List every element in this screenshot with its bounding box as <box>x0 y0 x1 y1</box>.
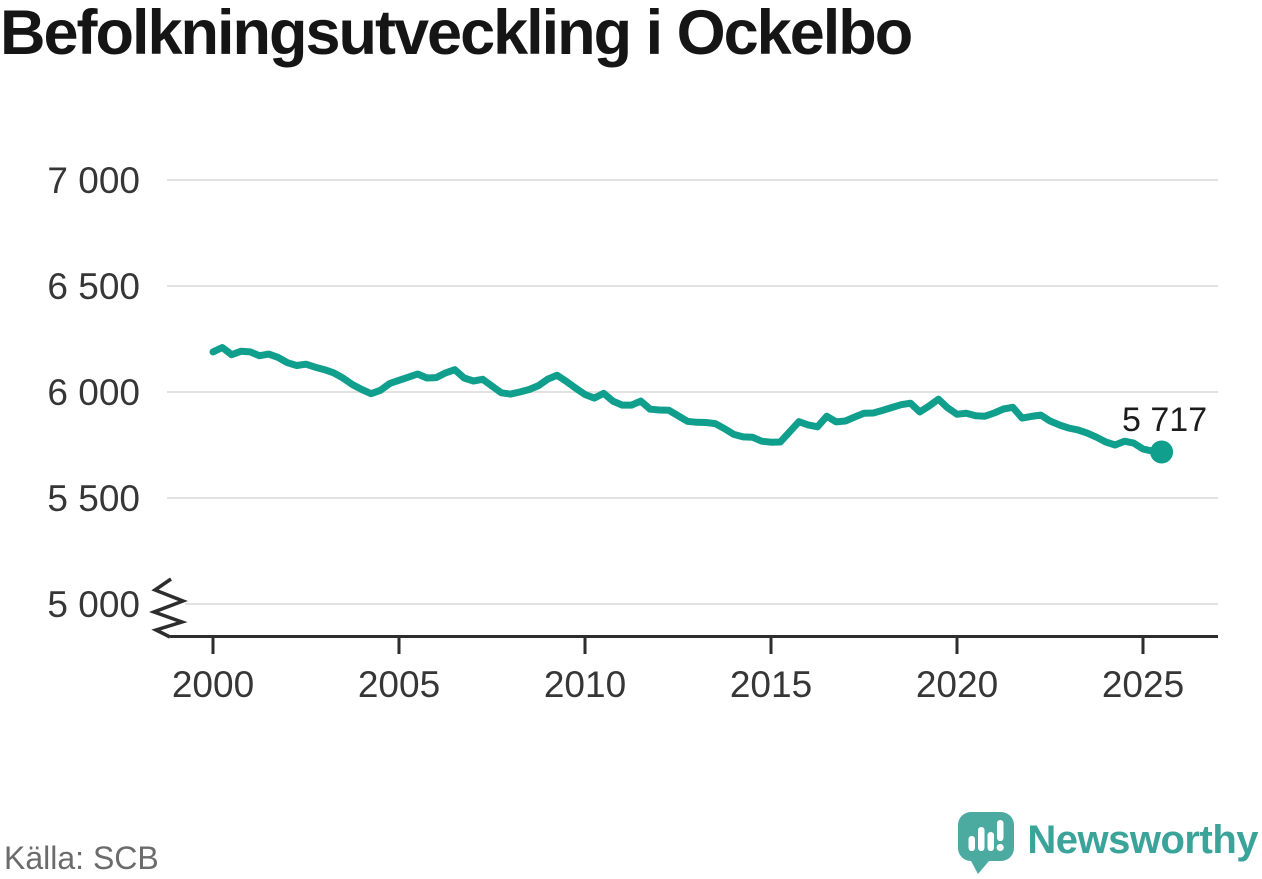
y-axis-break-icon <box>148 577 188 639</box>
y-tick-label-6000: 6 000 <box>47 372 140 413</box>
newsworthy-logo: Newsworthy <box>958 812 1258 874</box>
x-tick-label-2015: 2015 <box>730 664 812 705</box>
y-tick-label-7000: 7 000 <box>47 160 140 201</box>
newsworthy-icon <box>958 812 1015 874</box>
x-axis-ticks <box>211 638 1145 654</box>
x-tick-label-2020: 2020 <box>916 664 998 705</box>
x-tick-label-2005: 2005 <box>358 664 440 705</box>
y-tick-label-6500: 6 500 <box>47 266 140 307</box>
chart-title: Befolkningsutveckling i Ockelbo <box>0 0 913 68</box>
population-line <box>209 344 1166 456</box>
gridlines <box>167 179 1218 605</box>
y-tick-label-5500: 5 500 <box>47 478 140 519</box>
x-tick-label-2010: 2010 <box>544 664 626 705</box>
end-point-marker <box>1150 440 1174 464</box>
y-tick-label-5000: 5 000 <box>47 584 140 625</box>
x-tick-label-2000: 2000 <box>172 664 254 705</box>
newsworthy-wordmark: Newsworthy <box>1027 818 1258 862</box>
x-tick-label-2025: 2025 <box>1102 664 1184 705</box>
source-caption: Källa: SCB <box>4 840 159 876</box>
end-value-label: 5 717 <box>1122 401 1207 439</box>
